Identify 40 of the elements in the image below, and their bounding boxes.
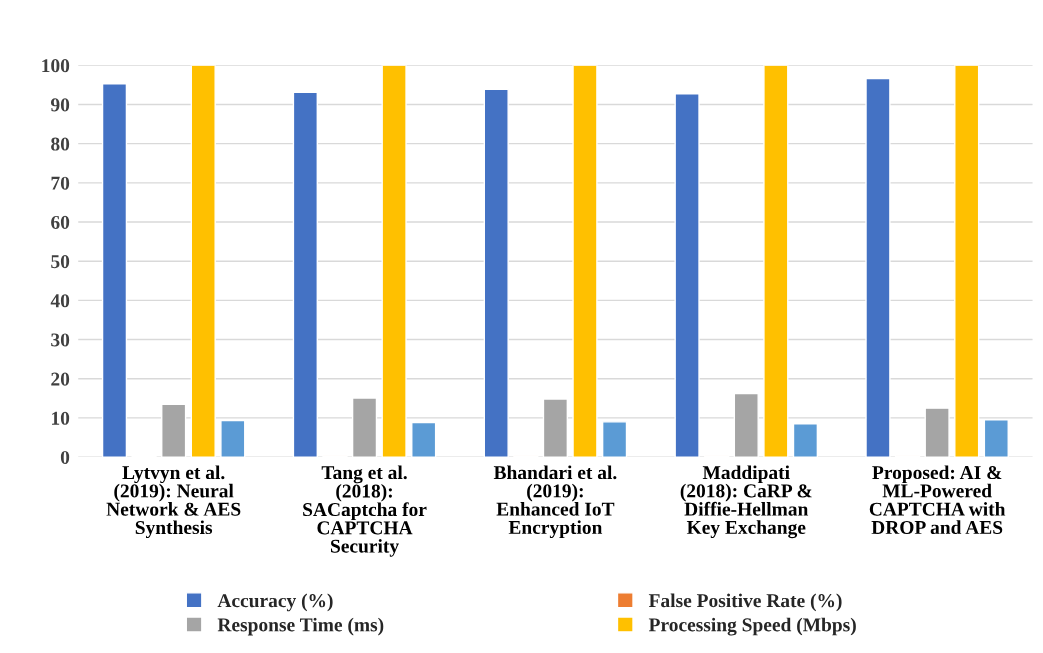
bar xyxy=(292,91,318,458)
x-tick-label: Bhandari et al. (2019): Enhanced IoT Encryption xyxy=(493,465,617,539)
bar xyxy=(411,421,437,458)
x-tick-label: Proposed: AI & ML-Powered CAPTCHA with DROP and AES xyxy=(869,465,1006,535)
bar xyxy=(572,65,598,458)
x-tick-label: Tang et al. (2018): SACaptcha for CAPTCHA Security xyxy=(303,465,427,557)
bar xyxy=(161,403,187,458)
bar xyxy=(763,65,789,458)
bar xyxy=(381,65,407,458)
y-tick-label: 30 xyxy=(51,333,70,347)
bar xyxy=(220,419,246,458)
y-tick-label: 60 xyxy=(51,215,70,229)
bar xyxy=(983,419,1009,458)
bar xyxy=(674,93,700,458)
legend-label: Processing Speed (Mbps) xyxy=(648,617,856,636)
y-tick-label: 50 xyxy=(51,255,70,269)
y-tick-label: 100 xyxy=(42,59,70,73)
legend-label: Response Time (ms) xyxy=(217,617,384,636)
legend-label: False Positive Rate (%) xyxy=(648,593,842,612)
legend-label: Accuracy (%) xyxy=(217,593,333,612)
bar xyxy=(190,65,216,458)
bar xyxy=(792,423,819,458)
y-tick-label: 90 xyxy=(50,98,70,112)
y-tick-label: 80 xyxy=(51,137,70,151)
y-tick-label: 10 xyxy=(52,411,70,425)
bar xyxy=(542,398,569,458)
y-tick-label: 40 xyxy=(50,294,70,308)
bar xyxy=(101,83,128,458)
bar xyxy=(601,421,628,458)
bar xyxy=(351,397,378,458)
x-tick-label: Lytvyn et al. (2019): Neural Network & AES Synthesis xyxy=(106,465,241,539)
bar xyxy=(733,392,759,458)
x-tick-label: Maddipati (2018): CaRP & Diffie-Hellman Key Exchange xyxy=(680,465,812,539)
bar xyxy=(483,88,509,458)
bar xyxy=(954,65,980,458)
y-tick-label: 20 xyxy=(51,372,70,386)
bar xyxy=(924,407,950,458)
y-tick-label: 0 xyxy=(60,450,70,465)
bar xyxy=(865,77,891,458)
y-tick-label: 70 xyxy=(51,176,70,190)
